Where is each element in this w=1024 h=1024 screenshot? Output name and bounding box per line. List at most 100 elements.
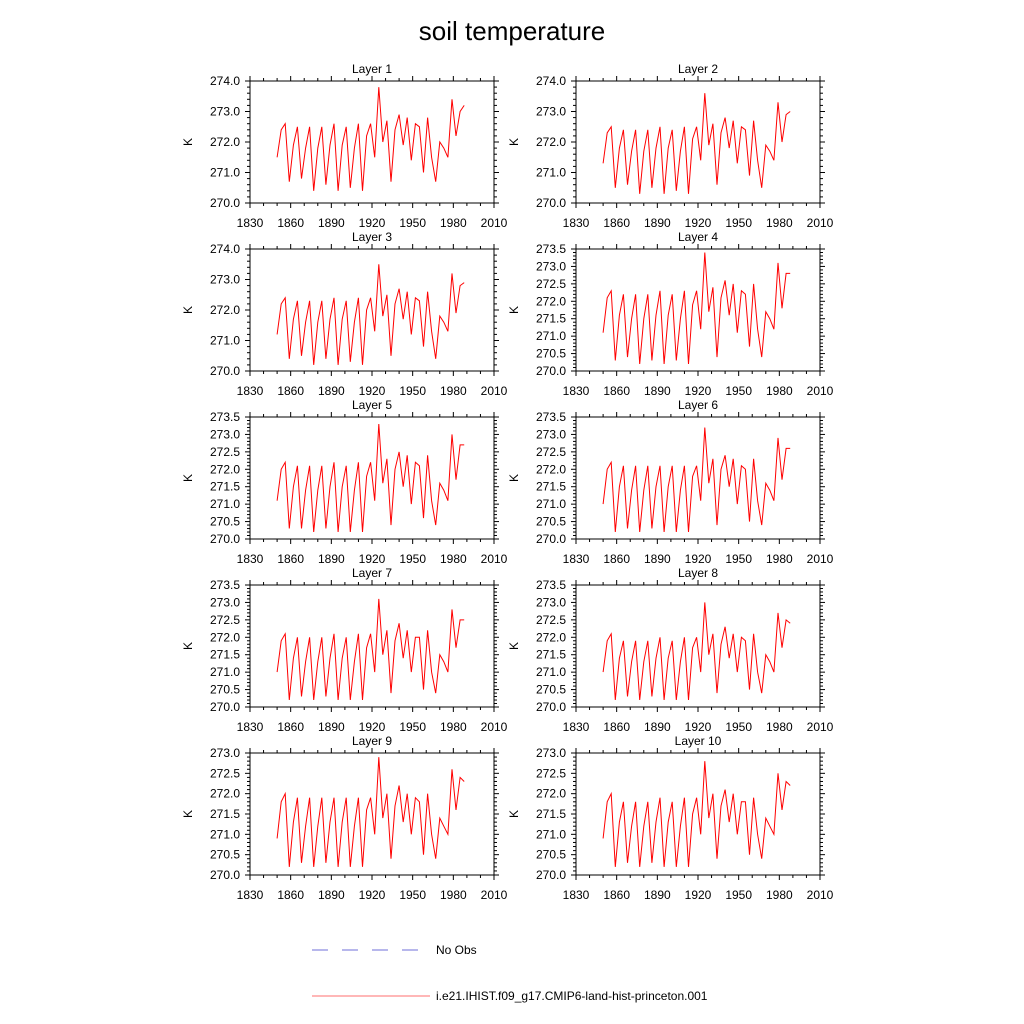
- y-tick-label: 274.0: [210, 74, 240, 88]
- x-tick-label: 1920: [685, 384, 712, 398]
- y-tick-label: 273.0: [536, 595, 566, 609]
- x-tick-label: 1980: [440, 888, 467, 902]
- y-tick-label: 270.0: [536, 868, 566, 882]
- y-tick-label: 270.0: [210, 532, 240, 546]
- x-tick-label: 2010: [807, 888, 834, 902]
- x-tick-label: 1830: [563, 888, 590, 902]
- x-tick-label: 1980: [440, 384, 467, 398]
- y-tick-label: 271.5: [536, 312, 566, 326]
- series-line: [602, 427, 791, 533]
- x-tick-label: 1860: [603, 888, 630, 902]
- chart-panel: Layer 5 270.0 270.5 271.0 271.5 272.0 272.5 273…: [181, 398, 508, 566]
- y-tick-label: 271.0: [210, 665, 240, 679]
- y-tick-label: 270.0: [210, 700, 240, 714]
- y-tick-label: 272.5: [536, 766, 566, 780]
- x-tick-label: 1860: [603, 216, 630, 230]
- figure-title: soil temperature: [419, 16, 605, 46]
- y-tick-label: 271.0: [536, 497, 566, 511]
- panel-title: Layer 3: [352, 230, 392, 244]
- panel-title: Layer 6: [678, 398, 718, 412]
- x-tick-label: 1890: [644, 384, 671, 398]
- x-tick-label: 1950: [725, 384, 752, 398]
- y-tick-label: 270.0: [536, 196, 566, 210]
- x-tick-label: 1950: [399, 720, 426, 734]
- x-tick-label: 1920: [359, 216, 386, 230]
- x-tick-label: 1830: [563, 216, 590, 230]
- y-tick-label: 272.0: [536, 462, 566, 476]
- x-tick-label: 1890: [644, 720, 671, 734]
- x-tick-label: 2010: [807, 720, 834, 734]
- x-tick-label: 1890: [644, 888, 671, 902]
- y-tick-label: 270.0: [210, 364, 240, 378]
- x-tick-label: 1860: [277, 216, 304, 230]
- y-tick-label: 273.0: [210, 746, 240, 760]
- x-tick-label: 1830: [563, 720, 590, 734]
- y-tick-label: 273.0: [210, 105, 240, 119]
- x-tick-label: 1830: [563, 552, 590, 566]
- y-tick-label: 271.5: [210, 480, 240, 494]
- y-tick-label: 271.5: [210, 807, 240, 821]
- y-axis-label: K: [507, 642, 521, 650]
- y-tick-label: 272.0: [536, 135, 566, 149]
- x-tick-label: 1980: [440, 720, 467, 734]
- x-tick-label: 1980: [766, 720, 793, 734]
- y-tick-label: 274.0: [210, 242, 240, 256]
- x-tick-label: 1890: [318, 720, 345, 734]
- chart-panel: Layer 9 270.0 270.5 271.0 271.5 272.0 272.5 273…: [181, 734, 508, 902]
- y-tick-label: 273.0: [210, 273, 240, 287]
- chart-panel: Layer 8 270.0 270.5 271.0 271.5 272.0 272.5 273…: [507, 566, 834, 734]
- x-tick-label: 1830: [237, 216, 264, 230]
- y-tick-label: 272.0: [536, 630, 566, 644]
- x-tick-label: 1950: [725, 216, 752, 230]
- series-line: [602, 602, 791, 701]
- x-tick-label: 1860: [277, 552, 304, 566]
- x-tick-label: 2010: [481, 384, 508, 398]
- series-line: [602, 761, 791, 867]
- panel-grid: Layer 1 270.0 271.0 272.0 273.0 274.0 1830 1860…: [181, 62, 834, 902]
- y-axis-label: K: [507, 138, 521, 146]
- y-tick-label: 272.5: [210, 613, 240, 627]
- y-tick-label: 273.0: [536, 259, 566, 273]
- x-tick-label: 1890: [644, 216, 671, 230]
- y-tick-label: 270.5: [536, 515, 566, 529]
- series-line: [276, 264, 465, 365]
- legend-model-label: i.e21.IHIST.f09_g17.CMIP6-land-hist-prin…: [436, 989, 708, 1003]
- x-tick-label: 1860: [277, 888, 304, 902]
- y-tick-label: 272.5: [536, 445, 566, 459]
- panel-title: Layer 9: [352, 734, 392, 748]
- chart-panel: Layer 7 270.0 270.5 271.0 271.5 272.0 272.5 273…: [181, 566, 508, 734]
- y-tick-label: 273.5: [210, 578, 240, 592]
- x-tick-label: 2010: [807, 216, 834, 230]
- panel-title: Layer 7: [352, 566, 392, 580]
- x-tick-label: 1950: [725, 888, 752, 902]
- y-tick-label: 271.0: [536, 827, 566, 841]
- y-tick-label: 270.0: [210, 196, 240, 210]
- y-tick-label: 272.0: [210, 630, 240, 644]
- y-tick-label: 273.0: [536, 746, 566, 760]
- chart-panel: Layer 2 270.0 271.0 272.0 273.0 274.0 1830 1860…: [507, 62, 834, 230]
- x-tick-label: 1920: [359, 888, 386, 902]
- y-tick-label: 272.0: [210, 787, 240, 801]
- x-tick-label: 1950: [399, 384, 426, 398]
- chart-panel: Layer 3 270.0 271.0 272.0 273.0 274.0 1830 1860…: [181, 230, 508, 398]
- y-axis-label: K: [181, 306, 195, 314]
- y-tick-label: 272.0: [210, 303, 240, 317]
- y-tick-label: 273.5: [536, 242, 566, 256]
- chart-panel: Layer 10 270.0 270.5 271.0 271.5 272.0 272.5 27…: [507, 734, 834, 902]
- x-tick-label: 1890: [644, 552, 671, 566]
- x-tick-label: 2010: [807, 552, 834, 566]
- y-tick-label: 272.0: [210, 135, 240, 149]
- chart-panel: Layer 4 270.0 270.5 271.0 271.5 272.0 272.5 273…: [507, 230, 834, 398]
- x-tick-label: 1860: [277, 720, 304, 734]
- y-tick-label: 273.0: [210, 427, 240, 441]
- x-tick-label: 1980: [766, 552, 793, 566]
- y-tick-label: 271.0: [536, 166, 566, 180]
- x-tick-label: 2010: [481, 720, 508, 734]
- x-tick-label: 1890: [318, 888, 345, 902]
- chart-panel: Layer 6 270.0 270.5 271.0 271.5 272.0 272.5 273…: [507, 398, 834, 566]
- panel-title: Layer 5: [352, 398, 392, 412]
- y-tick-label: 272.0: [210, 462, 240, 476]
- x-tick-label: 1830: [237, 888, 264, 902]
- y-tick-label: 271.0: [210, 334, 240, 348]
